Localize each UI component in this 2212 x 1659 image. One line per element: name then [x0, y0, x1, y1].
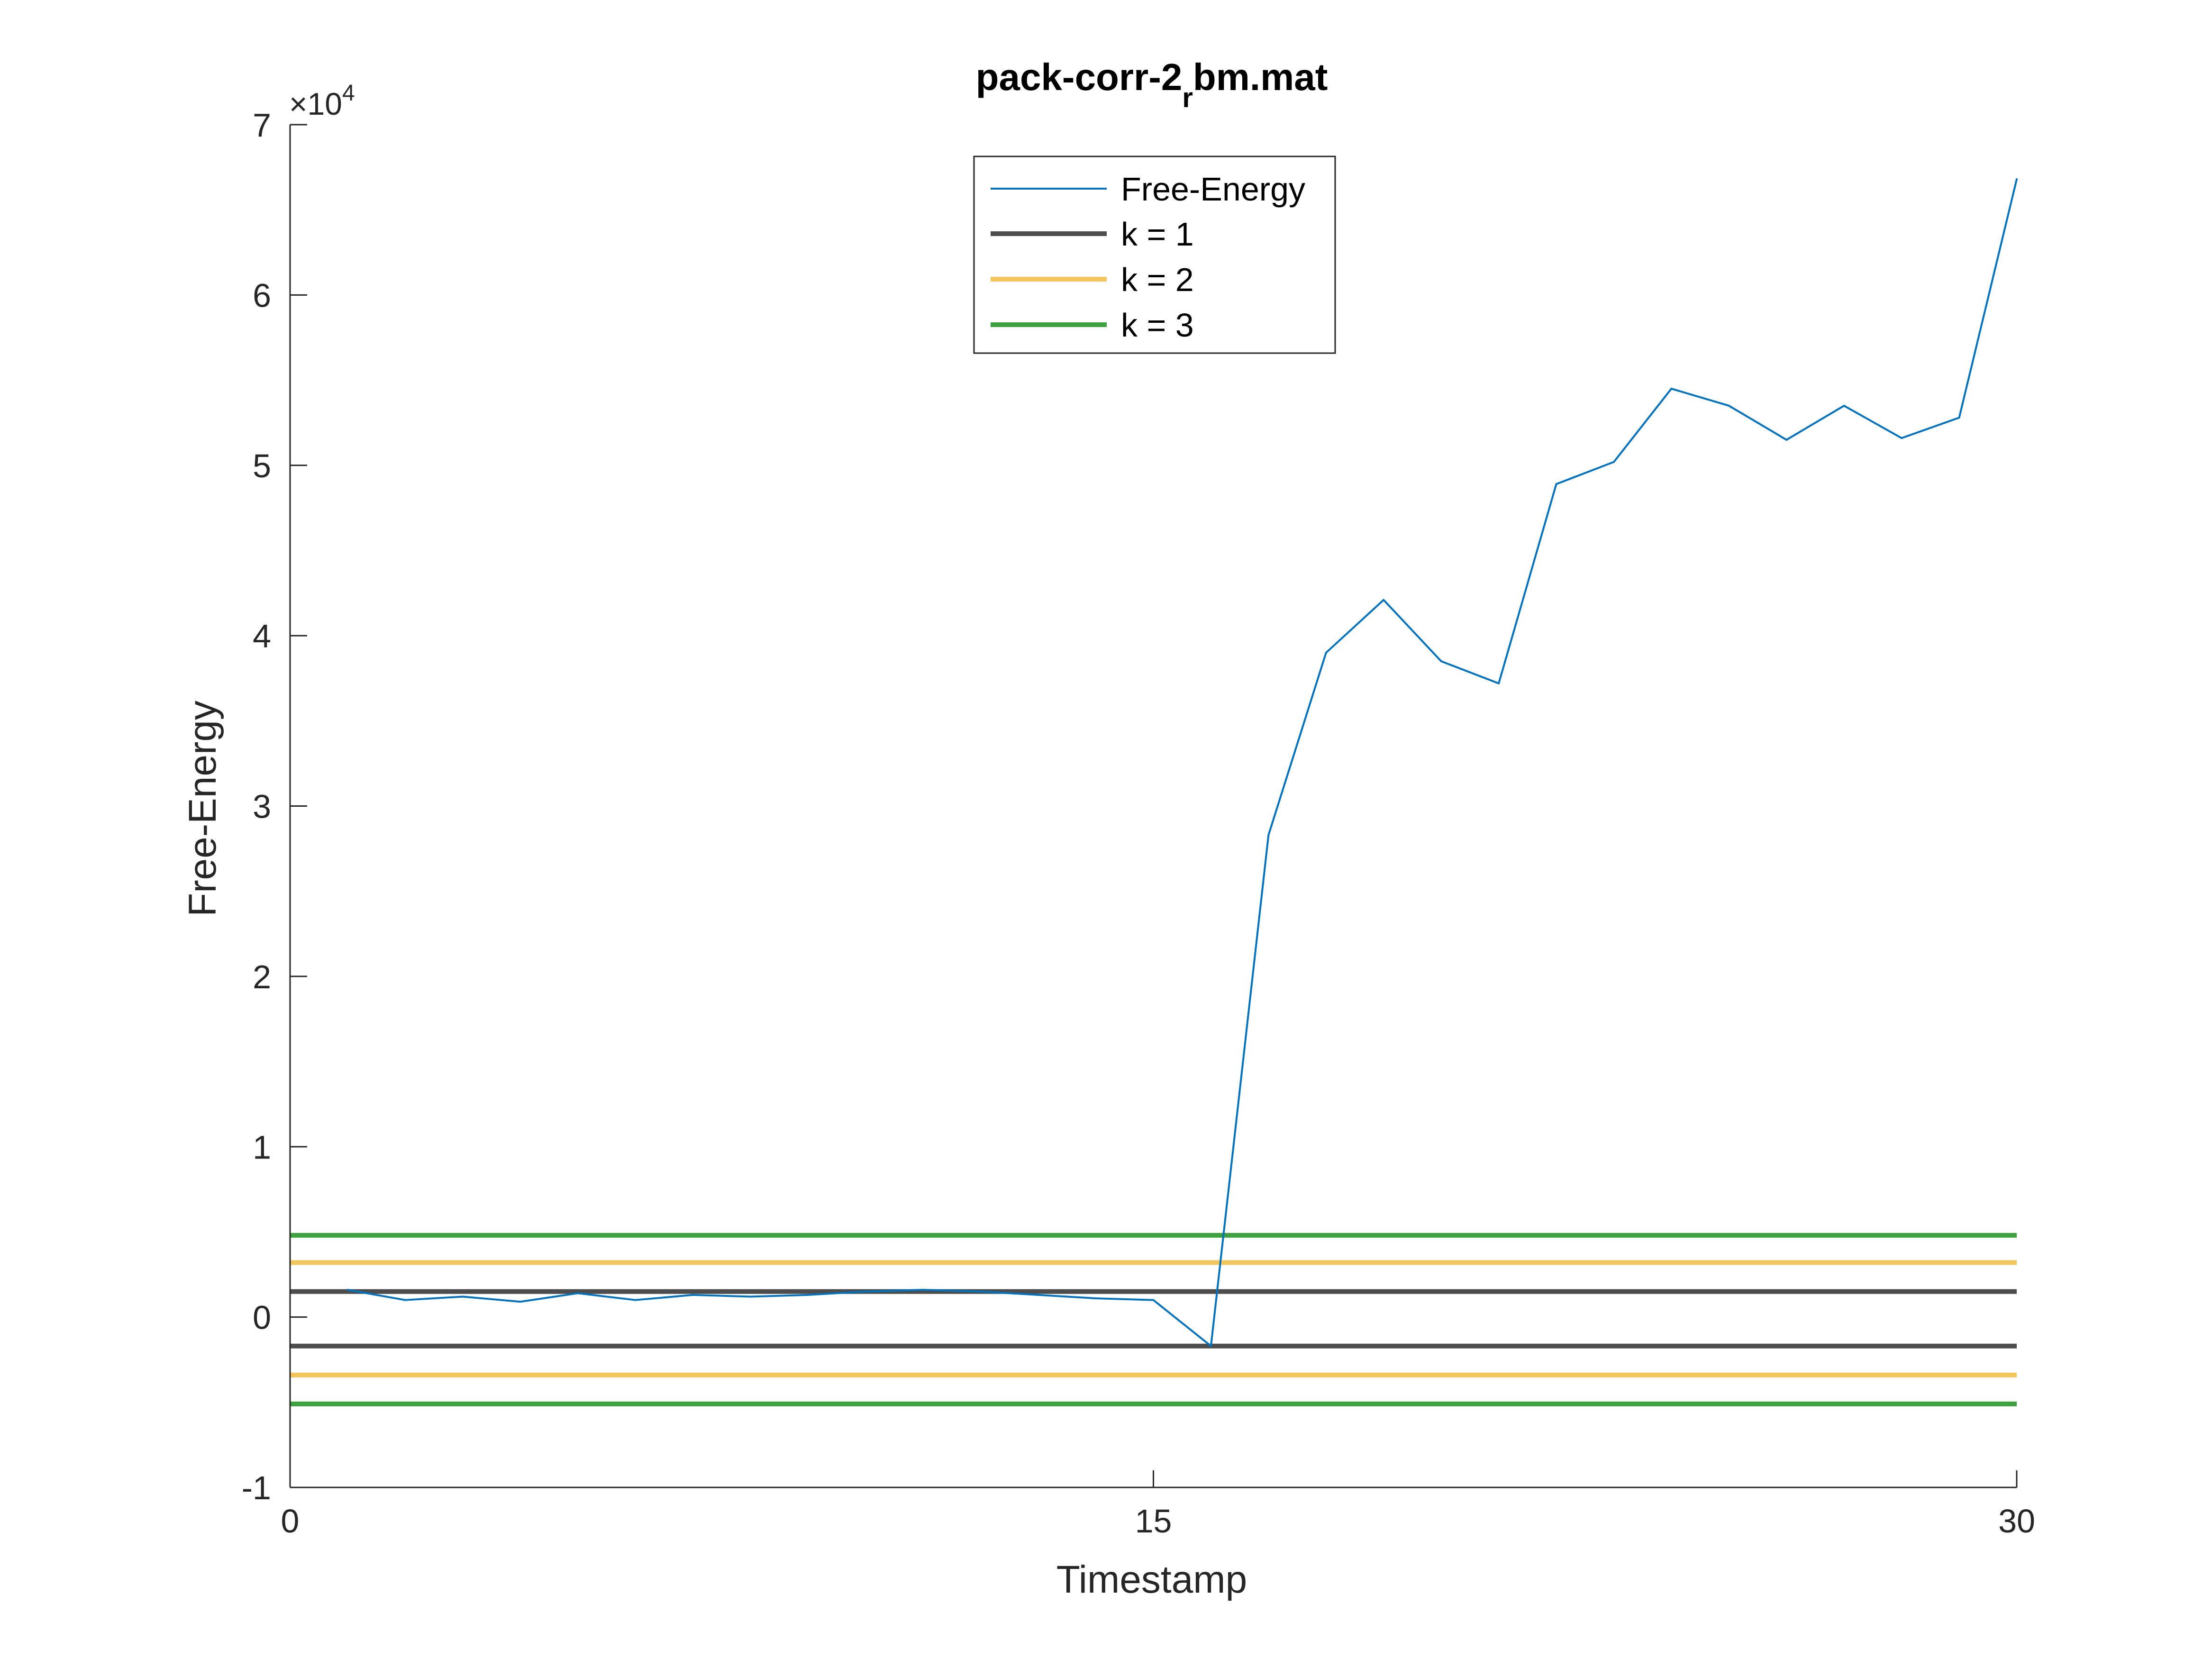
- y-tick-label: 1: [253, 1129, 271, 1166]
- x-tick-label: 15: [1135, 1503, 1172, 1540]
- y-tick-label: 2: [253, 958, 271, 995]
- x-tick-label: 30: [1998, 1503, 2035, 1540]
- data-point: [2016, 178, 2018, 180]
- y-tick-label: -1: [242, 1469, 271, 1506]
- data-point: [577, 1292, 579, 1294]
- chart-title: pack-corr-2rbm.mat: [976, 56, 1328, 113]
- x-axis-label: Timestamp: [1056, 1558, 1247, 1601]
- y-tick-label: 0: [253, 1299, 271, 1336]
- data-point: [980, 1290, 982, 1293]
- data-point: [1901, 437, 1903, 439]
- chart-title-main: pack-corr-2: [976, 56, 1183, 98]
- data-point: [1267, 834, 1270, 836]
- data-point: [462, 1295, 464, 1298]
- data-point: [807, 1294, 809, 1296]
- data-point: [1958, 417, 1960, 419]
- chart-title-rest: bm.mat: [1193, 56, 1328, 98]
- legend: Free-Energy k = 1 k = 2 k = 3: [973, 155, 1336, 354]
- data-point: [865, 1290, 867, 1293]
- data-point: [1440, 660, 1442, 663]
- y-tick-label: 3: [253, 788, 271, 825]
- y-axis-multiplier: ×104: [289, 81, 355, 121]
- data-point: [1383, 599, 1385, 601]
- data-point: [1728, 404, 1730, 407]
- data-point: [1037, 1294, 1039, 1296]
- plot-area: [290, 178, 2018, 1406]
- data-point: [749, 1295, 752, 1298]
- x-tick-label: 0: [281, 1503, 300, 1540]
- data-point: [1670, 388, 1673, 390]
- y-tick-label: 4: [253, 618, 271, 655]
- data-point: [1210, 1345, 1212, 1347]
- axes: 0 15 30 -1 0 1 2 3 4 5 6 7: [242, 107, 2035, 1540]
- data-point: [1555, 483, 1557, 485]
- legend-label-k2: k = 2: [1121, 261, 1194, 298]
- data-point: [1095, 1297, 1097, 1300]
- data-point: [346, 1289, 349, 1291]
- y-tick-label: 5: [253, 447, 271, 484]
- y-tick-label: 7: [253, 107, 271, 144]
- legend-label-k1: k = 1: [1121, 216, 1194, 253]
- data-point: [692, 1294, 694, 1296]
- data-point: [404, 1299, 406, 1301]
- data-point: [1498, 682, 1500, 684]
- y-tick-label: 6: [253, 277, 271, 314]
- legend-label-k3: k = 3: [1121, 307, 1194, 344]
- data-point: [1325, 652, 1327, 654]
- data-point: [922, 1289, 924, 1291]
- data-point: [1152, 1299, 1155, 1301]
- data-point: [519, 1301, 521, 1303]
- chart-title-subscript: r: [1182, 82, 1193, 113]
- y-axis-label: Free-Energy: [181, 701, 224, 917]
- data-point: [1612, 461, 1615, 463]
- data-point: [1843, 404, 1845, 407]
- data-point: [634, 1299, 637, 1301]
- legend-label-free-energy: Free-Energy: [1121, 171, 1305, 208]
- series-line-free-energy: [347, 179, 2018, 1347]
- data-point: [1785, 438, 1788, 441]
